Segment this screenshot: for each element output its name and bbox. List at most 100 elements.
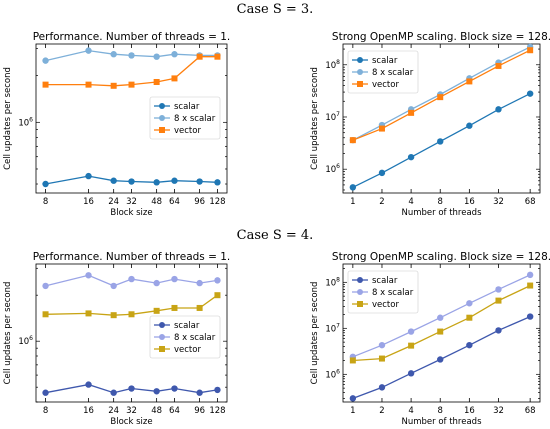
legend: scalar 8 x scalar vector — [149, 315, 221, 359]
x-tick-label: 4 — [408, 197, 413, 207]
x-tick-label: 68 — [525, 406, 536, 416]
x-tick-label: 32 — [493, 197, 504, 207]
data-point — [153, 279, 160, 287]
data-point — [196, 53, 203, 60]
data-point — [85, 381, 92, 388]
legend-label: 8 x scalar — [174, 114, 216, 124]
chart-title: Strong OpenMP scaling. Block size = 128. — [332, 31, 550, 43]
x-tick-label: 16 — [464, 197, 475, 207]
data-point — [85, 310, 92, 317]
legend-marker — [159, 115, 165, 121]
legend-box — [347, 270, 419, 314]
x-tick-label: 16 — [83, 197, 94, 207]
x-tick-label: 8 — [43, 406, 48, 416]
y-tick-label: 106 — [18, 335, 33, 347]
x-tick-label: 4 — [408, 406, 413, 416]
chart-panel-2: Strong OpenMP scaling. Block size = 128.… — [310, 31, 550, 218]
legend-marker — [159, 103, 165, 109]
series-scalar — [42, 172, 221, 188]
legend-label: 8 x scalar — [174, 333, 216, 343]
series-scalar — [349, 90, 534, 191]
data-point — [85, 172, 92, 180]
legend-box — [149, 315, 221, 359]
data-point — [153, 78, 160, 85]
data-point — [153, 53, 160, 60]
series-line — [45, 294, 218, 316]
legend-box — [149, 96, 221, 140]
case-3-caption: Case S = 3. — [236, 2, 314, 17]
data-point — [128, 81, 135, 88]
series-line — [45, 274, 218, 287]
y-tick-label: 108 — [325, 59, 340, 71]
data-point — [214, 179, 221, 186]
data-point — [196, 178, 203, 185]
data-point — [153, 179, 160, 186]
legend: scalar 8 x scalar vector — [149, 96, 221, 140]
case-4-caption: Case S = 4. — [236, 228, 314, 243]
x-tick-label: 128 — [209, 406, 225, 416]
legend-marker — [159, 127, 165, 133]
legend-marker — [357, 69, 363, 75]
series-line — [45, 175, 218, 185]
series-vector — [349, 282, 534, 364]
x-tick-label: 2 — [379, 197, 384, 207]
data-point — [128, 52, 135, 59]
y-axis-label: Cell updates per second — [310, 67, 320, 170]
data-point — [495, 327, 502, 334]
data-point — [171, 51, 178, 58]
series-vector — [42, 292, 221, 319]
x-tick-label: 48 — [151, 197, 162, 207]
x-tick-label: 32 — [126, 406, 137, 416]
data-point — [128, 311, 135, 318]
series-vector — [349, 47, 534, 144]
legend-marker — [357, 289, 363, 295]
legend-label: scalar — [174, 321, 200, 331]
chart-title: Strong OpenMP scaling. Block size = 128. — [332, 251, 550, 263]
series-vector — [42, 53, 221, 89]
legend-label: vector — [372, 300, 399, 310]
data-point — [153, 307, 160, 314]
x-tick-label: 68 — [525, 197, 536, 207]
y-tick-label: 106 — [325, 163, 340, 175]
legend: scalar 8 x scalar vector — [347, 270, 419, 314]
data-point — [42, 311, 49, 318]
series-8-x-scalar — [42, 47, 221, 64]
x-tick-label: 8 — [43, 197, 48, 207]
data-point — [495, 286, 502, 293]
x-axis-label: Number of threads — [401, 208, 482, 218]
legend-label: scalar — [372, 56, 398, 66]
data-point — [527, 282, 534, 289]
data-point — [196, 279, 203, 287]
x-tick-label: 32 — [126, 197, 137, 207]
legend-marker — [357, 277, 363, 283]
y-axis-label: Cell updates per second — [3, 282, 13, 385]
x-tick-label: 16 — [464, 406, 475, 416]
series-scalar — [349, 313, 534, 402]
series-line — [45, 383, 218, 394]
x-tick-label: 16 — [83, 406, 94, 416]
data-point — [437, 314, 444, 321]
data-point — [171, 75, 178, 82]
x-tick-label: 96 — [194, 406, 205, 416]
y-tick-label: 106 — [18, 116, 33, 128]
data-point — [378, 384, 386, 391]
data-point — [110, 282, 117, 290]
x-tick-label: 32 — [493, 406, 504, 416]
data-point — [407, 328, 415, 335]
data-point — [110, 312, 117, 319]
data-point — [495, 297, 502, 304]
data-point — [526, 313, 534, 320]
series-line — [45, 56, 218, 87]
data-point — [437, 328, 444, 335]
data-point — [214, 53, 221, 60]
data-point — [128, 178, 135, 185]
y-tick-label: 106 — [325, 368, 340, 380]
legend-label: vector — [174, 126, 201, 136]
x-tick-label: 2 — [379, 406, 384, 416]
legend-box — [347, 50, 419, 94]
data-point — [42, 180, 49, 188]
x-tick-label: 8 — [438, 197, 443, 207]
data-point — [214, 386, 221, 394]
data-point — [214, 277, 221, 284]
